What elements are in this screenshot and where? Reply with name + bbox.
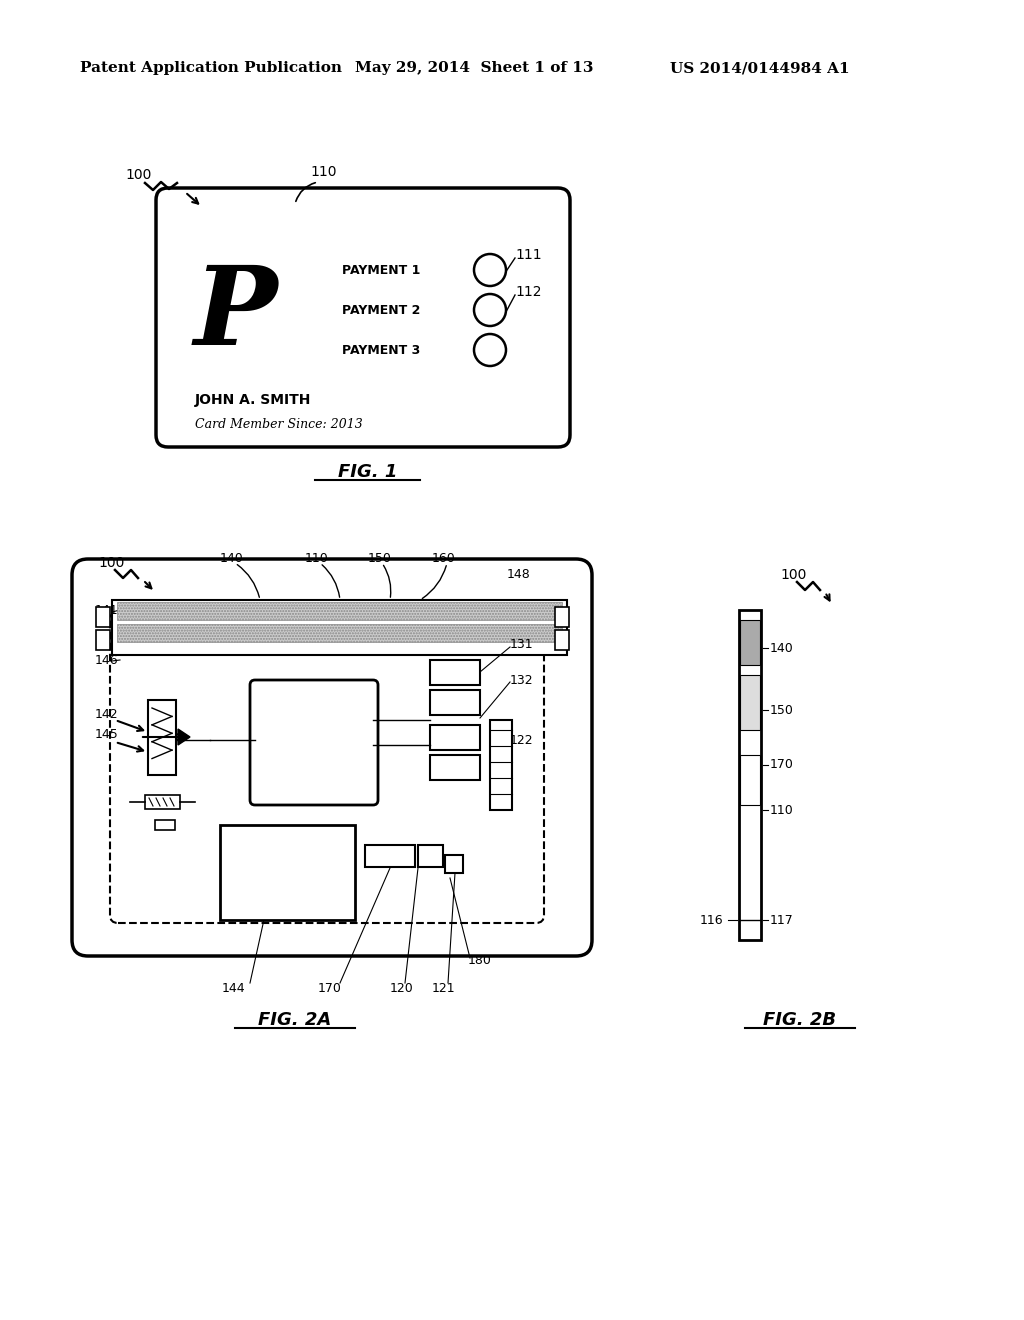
Text: P: P	[194, 261, 276, 368]
Bar	[740, 675, 760, 730]
Text: 120: 120	[390, 982, 414, 994]
Bar	[145, 795, 180, 809]
Text: 117: 117	[770, 913, 794, 927]
Circle shape	[474, 253, 506, 286]
Bar	[430, 725, 480, 750]
FancyBboxPatch shape	[72, 558, 592, 956]
Text: JOHN A. SMITH: JOHN A. SMITH	[195, 393, 311, 407]
Bar	[365, 845, 415, 867]
Text: 140: 140	[220, 552, 244, 565]
Text: FIG. 2A: FIG. 2A	[258, 1011, 332, 1030]
Text: PAYMENT 2: PAYMENT 2	[342, 304, 420, 317]
Bar	[96, 630, 110, 649]
Text: 160: 160	[432, 552, 456, 565]
Text: 131: 131	[510, 639, 534, 652]
Text: 170: 170	[318, 982, 342, 994]
Text: 142: 142	[95, 709, 119, 722]
Bar	[117, 624, 562, 642]
Text: 150: 150	[770, 704, 794, 717]
Bar	[490, 719, 512, 810]
Text: 150: 150	[368, 552, 392, 565]
Bar	[445, 855, 463, 873]
Text: 110: 110	[770, 804, 794, 817]
Text: PAYMENT 3: PAYMENT 3	[342, 343, 420, 356]
Text: 170: 170	[770, 759, 794, 771]
Bar	[740, 620, 760, 665]
Polygon shape	[178, 729, 190, 744]
Text: 146: 146	[95, 653, 119, 667]
Text: 145: 145	[95, 729, 119, 742]
Bar	[430, 755, 480, 780]
Text: 148: 148	[507, 569, 530, 582]
Text: 100: 100	[125, 168, 152, 182]
Bar	[96, 607, 110, 627]
Text: 110: 110	[310, 165, 337, 180]
Circle shape	[474, 294, 506, 326]
Text: 100: 100	[780, 568, 806, 582]
Bar	[112, 601, 567, 655]
Bar	[430, 660, 480, 685]
Bar	[148, 700, 176, 775]
FancyBboxPatch shape	[156, 187, 570, 447]
Text: 111: 111	[515, 248, 542, 261]
Bar	[418, 845, 443, 867]
Bar	[117, 602, 562, 620]
Text: Patent Application Publication: Patent Application Publication	[80, 61, 342, 75]
Bar	[740, 755, 760, 805]
Text: 100: 100	[98, 556, 124, 570]
Bar	[555, 607, 569, 627]
Bar	[555, 630, 569, 649]
Bar	[220, 825, 355, 920]
Bar	[155, 820, 175, 830]
Text: Card Member Since: 2013: Card Member Since: 2013	[195, 418, 362, 432]
Text: 121: 121	[432, 982, 456, 994]
Text: 180: 180	[468, 953, 492, 966]
Circle shape	[474, 334, 506, 366]
Text: PAYMENT 1: PAYMENT 1	[342, 264, 420, 276]
Text: FIG. 1: FIG. 1	[338, 463, 397, 480]
Bar	[430, 690, 480, 715]
Text: 141: 141	[95, 603, 119, 616]
Text: 140: 140	[770, 642, 794, 655]
Text: May 29, 2014  Sheet 1 of 13: May 29, 2014 Sheet 1 of 13	[355, 61, 594, 75]
Text: FIG. 2B: FIG. 2B	[764, 1011, 837, 1030]
FancyBboxPatch shape	[250, 680, 378, 805]
Text: US 2014/0144984 A1: US 2014/0144984 A1	[670, 61, 850, 75]
Text: 132: 132	[510, 673, 534, 686]
Text: 112: 112	[515, 285, 542, 300]
Bar	[739, 610, 761, 940]
Text: 116: 116	[700, 913, 724, 927]
Text: 110: 110	[305, 552, 329, 565]
Text: 122: 122	[510, 734, 534, 747]
Text: 144: 144	[222, 982, 246, 994]
